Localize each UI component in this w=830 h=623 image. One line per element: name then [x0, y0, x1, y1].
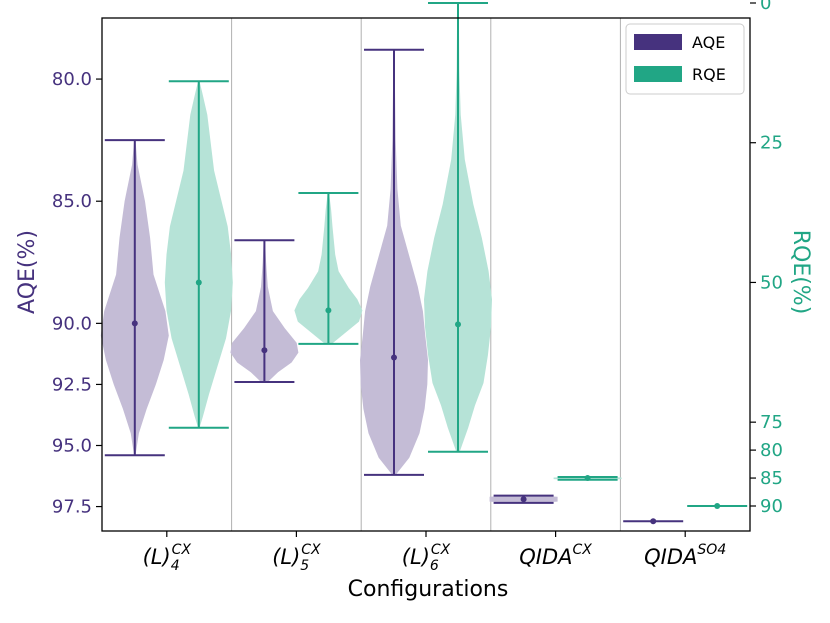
right-tick-label: 80 [760, 440, 783, 461]
left-tick-label: 92.5 [52, 374, 92, 395]
aqe-violin [100, 139, 169, 457]
left-tick-label: 97.5 [52, 497, 92, 518]
violin-plots [100, 2, 748, 525]
legend-rqe-swatch [634, 66, 682, 82]
aqe-median-point [391, 354, 397, 361]
left-axis-title: AQE(%) [15, 230, 40, 314]
right-tick-label: 25 [760, 133, 783, 154]
aqe-violin [623, 518, 684, 525]
x-tick-label: (L)6CX [402, 542, 451, 574]
aqe-median-point [650, 518, 657, 525]
rqe-violin [424, 2, 492, 453]
x-axis: (L)4CX (L)5CX (L)6CX QIDACX QIDASO4 [143, 531, 726, 574]
left-tick-label: 90.0 [52, 313, 92, 334]
left-tick-label: 80.0 [52, 69, 92, 90]
left-tick-label: 85.0 [52, 191, 92, 212]
rqe-median-point [325, 307, 332, 314]
legend-aqe-swatch [634, 34, 682, 50]
aqe-violin [360, 48, 428, 476]
rqe-violin [164, 80, 233, 429]
right-tick-label: 0 [760, 0, 771, 14]
x-tick-label: (L)4CX [143, 542, 192, 574]
legend-rqe-label: RQE [692, 65, 726, 84]
x-tick-label: QIDACX [519, 542, 592, 569]
rqe-violin [553, 475, 622, 482]
rqe-median-point [584, 475, 591, 482]
aqe-median-point [520, 496, 527, 503]
x-tick-label: (L)5CX [272, 542, 321, 574]
right-tick-label: 85 [760, 468, 783, 489]
right-tick-label: 50 [760, 272, 783, 293]
legend-aqe-label: AQE [692, 33, 725, 52]
right-tick-label: 90 [760, 496, 783, 517]
x-axis-title: Configurations [348, 577, 509, 602]
rqe-median-point [455, 321, 461, 328]
aqe-median-point [261, 347, 268, 354]
rqe-median-point [714, 503, 721, 509]
aqe-median-point [131, 320, 138, 327]
rqe-median-point [195, 279, 202, 286]
left-tick-label: 95.0 [52, 436, 92, 457]
rqe-violin [687, 503, 748, 509]
x-tick-label: QIDASO4 [644, 542, 726, 569]
rqe-violin [294, 192, 363, 345]
right-tick-label: 75 [760, 412, 783, 433]
legend: AQE RQE [625, 23, 745, 95]
vertical-gridlines [231, 18, 621, 531]
aqe-violin [230, 239, 299, 383]
right-y-axis: 0 25 50 75 80 85 90 [750, 0, 783, 517]
right-axis-title: RQE(%) [788, 230, 813, 315]
aqe-violin [489, 494, 558, 504]
left-y-axis: 80.0 85.0 90.0 92.5 95.0 97.5 [52, 69, 102, 518]
